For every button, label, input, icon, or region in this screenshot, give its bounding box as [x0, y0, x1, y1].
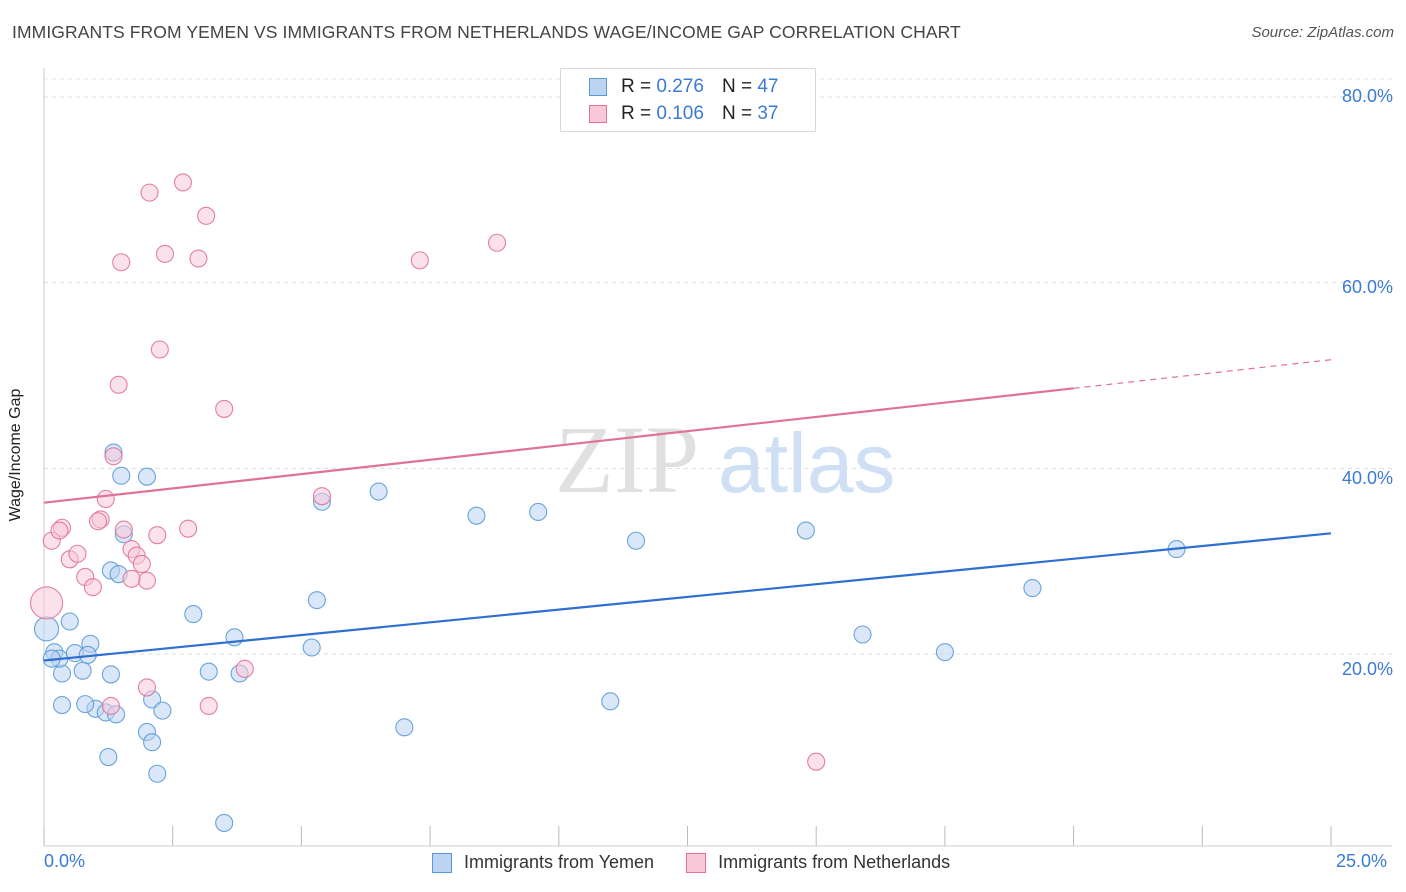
y-axis-label: Wage/Income Gap [7, 388, 24, 522]
point-yemen-7 [73, 661, 92, 680]
series-legend: Immigrants from Yemen Immigrants from Ne… [432, 852, 982, 873]
point-yemen-35 [148, 764, 167, 783]
point-yemen-31 [76, 695, 95, 714]
stats-row-netherlands: R = 0.106 N = 37 [589, 101, 796, 127]
point-netherlands-24 [215, 399, 234, 418]
legend-item-yemen: Immigrants from Yemen [432, 852, 654, 873]
point-yemen-30 [626, 531, 646, 550]
point-netherlands-29 [199, 696, 218, 716]
legend-swatch-yemen [432, 852, 452, 873]
point-netherlands-18 [155, 244, 175, 263]
point-netherlands-22 [140, 183, 159, 202]
point-yemen-40 [796, 521, 815, 540]
netherlands-swatch [589, 105, 607, 123]
point-netherlands-17 [150, 340, 169, 359]
point-yemen-22 [302, 638, 321, 657]
point-netherlands-27 [487, 233, 507, 252]
point-yemen-23 [307, 591, 326, 610]
point-netherlands-35 [807, 752, 826, 771]
x-tick-label-min: 0.0% [44, 851, 86, 871]
point-netherlands-11 [114, 520, 133, 539]
point-yemen-41 [853, 625, 872, 644]
point-netherlands-19 [173, 173, 193, 192]
point-yemen-0 [34, 616, 60, 642]
r-value-netherlands: 0.106 [656, 103, 704, 124]
point-netherlands-20 [197, 206, 216, 225]
y-tick-label-20: 20.0% [1341, 659, 1393, 679]
point-yemen-45 [143, 733, 162, 752]
point-yemen-2 [52, 664, 72, 683]
point-netherlands-32 [89, 512, 108, 531]
r-label: R = [621, 103, 652, 124]
point-netherlands-28 [137, 678, 157, 697]
point-yemen-15 [112, 466, 131, 485]
legend-item-netherlands: Immigrants from Netherlands [686, 852, 950, 873]
point-netherlands-30 [101, 696, 120, 716]
point-netherlands-4 [68, 544, 87, 563]
point-yemen-42 [935, 643, 954, 662]
chart-title: IMMIGRANTS FROM YEMEN VS IMMIGRANTS FROM… [12, 22, 961, 42]
point-netherlands-9 [104, 447, 123, 466]
point-yemen-13 [101, 665, 120, 684]
point-netherlands-10 [109, 375, 128, 394]
n-label: N = [721, 76, 753, 97]
point-netherlands-31 [50, 521, 69, 540]
y-tick-label-80: 80.0% [1341, 86, 1393, 106]
y-tick-label-40: 40.0% [1341, 468, 1393, 488]
point-yemen-36 [99, 747, 118, 767]
point-yemen-29 [601, 692, 620, 711]
n-label: N = [721, 103, 753, 124]
r-label: R = [621, 76, 652, 97]
point-yemen-46 [153, 701, 172, 720]
point-netherlands-15 [137, 571, 157, 590]
point-yemen-19 [199, 662, 218, 681]
trendline-netherlands-extrapolated [1073, 359, 1332, 389]
watermark-zip: ZIP [555, 406, 699, 513]
point-netherlands-8 [96, 489, 115, 509]
point-yemen-6 [60, 612, 79, 631]
n-value-yemen: 47 [757, 76, 779, 97]
yemen-swatch [589, 78, 607, 96]
point-netherlands-23 [112, 253, 131, 272]
point-yemen-26 [395, 718, 414, 737]
legend-label-netherlands: Immigrants from Netherlands [718, 852, 951, 872]
point-yemen-18 [184, 605, 203, 624]
point-yemen-25 [369, 482, 388, 501]
r-value-yemen: 0.276 [656, 76, 704, 97]
point-netherlands-6 [83, 578, 102, 597]
stats-legend: R = 0.276 N = 47 R = 0.106 N = 37 [560, 68, 816, 132]
trendline-yemen [43, 532, 1332, 662]
legend-label-yemen: Immigrants from Yemen [464, 852, 655, 872]
point-yemen-43 [1023, 579, 1042, 598]
point-yemen-28 [529, 502, 548, 522]
watermark-atlas: atlas [718, 416, 895, 510]
point-yemen-17 [137, 467, 157, 486]
point-netherlands-33 [122, 569, 141, 588]
point-netherlands-16 [148, 526, 167, 545]
legend-swatch-netherlands [686, 852, 707, 873]
point-netherlands-14 [132, 554, 151, 574]
point-yemen-27 [467, 506, 486, 525]
stats-row-yemen: R = 0.276 N = 47 [589, 74, 796, 100]
point-yemen-10 [52, 696, 72, 715]
x-tick-label-max: 25.0% [1336, 851, 1388, 871]
point-netherlands-34 [235, 659, 254, 678]
point-netherlands-0 [30, 586, 64, 620]
y-tick-label-60: 60.0% [1341, 277, 1393, 297]
trendline-netherlands [43, 387, 1074, 504]
point-netherlands-21 [189, 249, 208, 268]
point-yemen-39 [215, 813, 234, 833]
point-netherlands-36 [179, 519, 198, 538]
n-value-netherlands: 37 [757, 103, 779, 124]
point-netherlands-26 [410, 251, 429, 270]
source-label: Source: ZipAtlas.com [1251, 24, 1394, 41]
point-netherlands-25 [312, 487, 332, 506]
